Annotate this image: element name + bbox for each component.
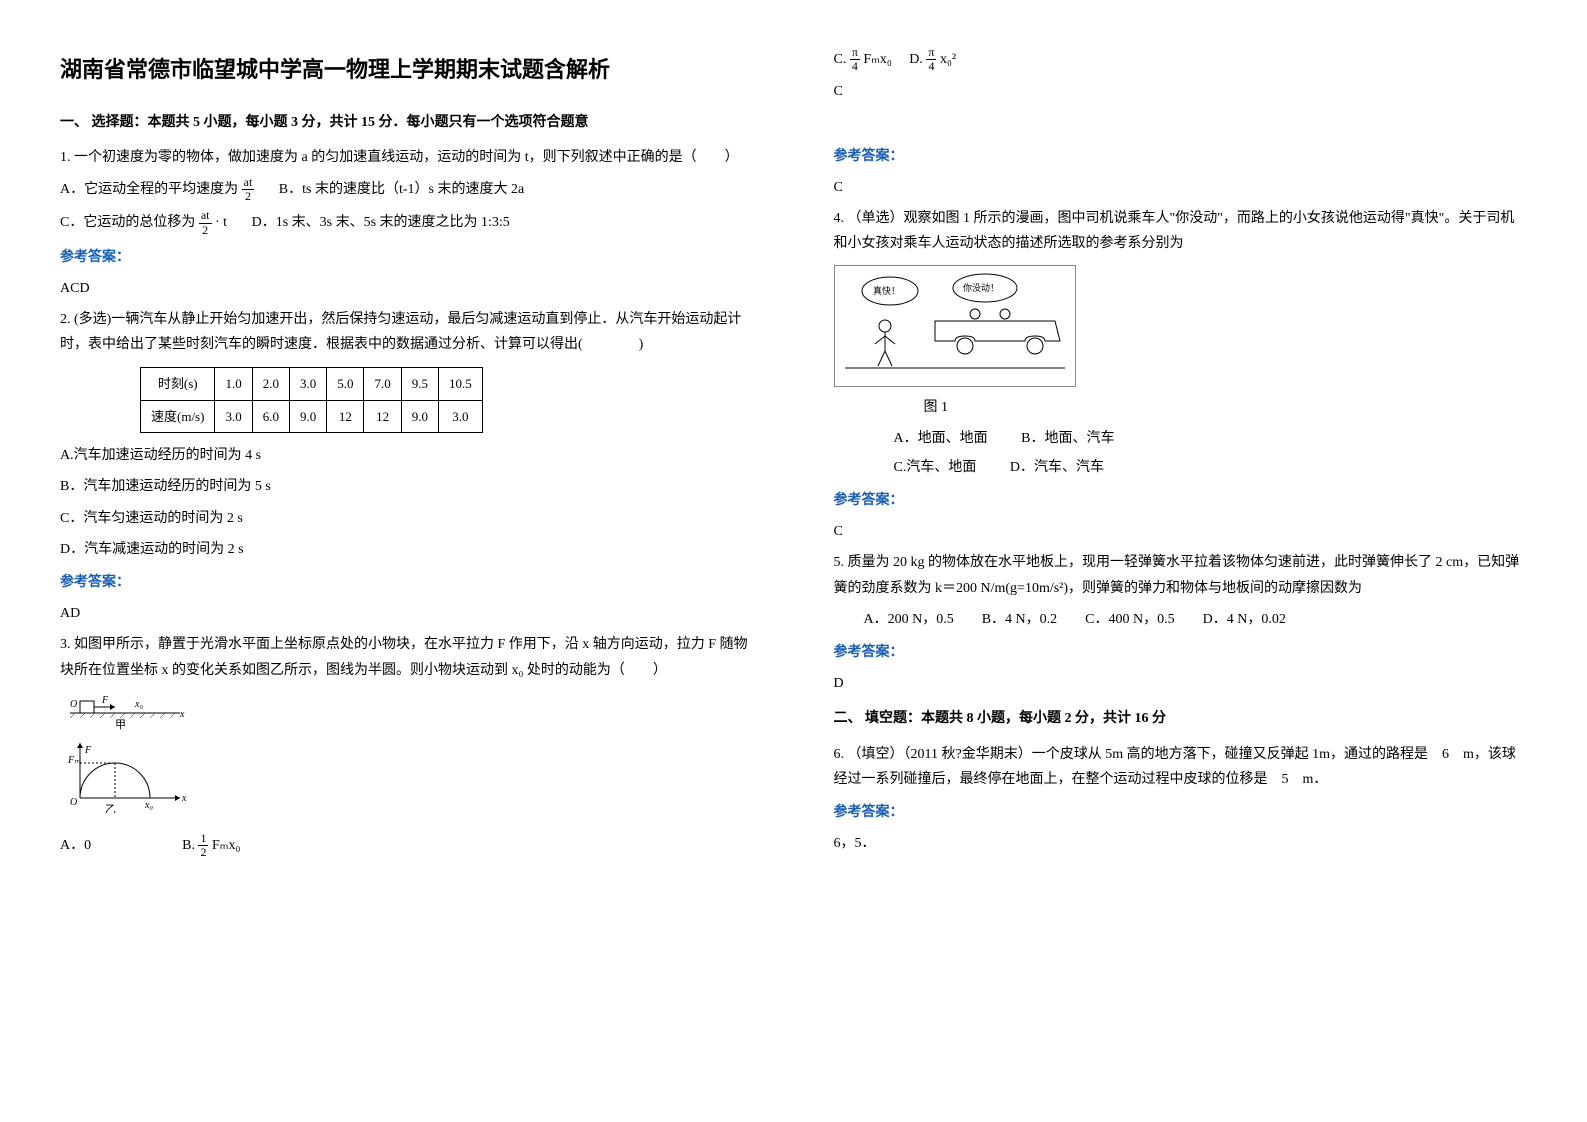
- svg-text:Fₘ: Fₘ: [67, 755, 81, 766]
- q4-optA: A．地面、地面: [894, 426, 988, 451]
- q3-optD-post: x₀²: [940, 52, 956, 67]
- q3-answer2: C: [834, 175, 1528, 200]
- q3-optA: A．0: [60, 838, 91, 853]
- q1-stem: 1. 一个初速度为零的物体，做加速度为 a 的匀加速直线运动，运动的时间为 t，…: [60, 145, 754, 170]
- right-column: C. π 4 Fₘx₀ D. π 4 x₀² C 参考答案： C 4. （单选）…: [834, 40, 1528, 865]
- q1-optA-pre: A．它运动全程的平均速度为: [60, 182, 242, 197]
- section1-header: 一、 选择题：本题共 5 小题，每小题 3 分，共计 15 分．每小题只有一个选…: [60, 110, 754, 135]
- q3-optD-pre: D.: [909, 52, 926, 67]
- q3-answer1: C: [834, 79, 1528, 104]
- q4-stem: 4. （单选）观察如图 1 所示的漫画，图中司机说乘车人"你没动"，而路上的小女…: [834, 206, 1528, 256]
- q3-optC-post: Fₘx₀: [863, 52, 891, 67]
- q5-opts: A．200 N，0.5 B．4 N，0.2 C．400 N，0.5 D．4 N，…: [864, 607, 1528, 632]
- q4-caption: 图 1: [924, 395, 1528, 420]
- q1-optC-frac: at 2: [199, 209, 212, 236]
- q1-optA: A．它运动全程的平均速度为 at 2 B．ts 末的速度比（t-1）s 末的速度…: [60, 176, 754, 203]
- svg-text:F: F: [84, 745, 92, 756]
- q1-optC-post: · t: [215, 215, 227, 230]
- q1-optC: C．它运动的总位移为 at 2 · t D．1s 末、3s 末、5s 末的速度之…: [60, 209, 754, 236]
- q2-optC: C．汽车匀速运动的时间为 2 s: [60, 506, 754, 531]
- q1-optB: B．ts 末的速度比（t-1）s 末的速度大 2a: [279, 182, 524, 197]
- q4-optC: C.汽车、地面: [894, 455, 977, 480]
- q3-svg: O F x₀ x 甲 Fₘ F O x₀ x 乙: [60, 693, 200, 813]
- q2-optD: D．汽车减速运动的时间为 2 s: [60, 537, 754, 562]
- q4-answer: C: [834, 519, 1528, 544]
- q2-answer: AD: [60, 601, 754, 626]
- q4-opts-row2: C.汽车、地面 D．汽车、汽车: [894, 455, 1528, 480]
- q3-optB-frac: 1 2: [198, 832, 208, 859]
- svg-text:你没动！: 你没动！: [963, 282, 999, 293]
- svg-text:x₀: x₀: [134, 699, 143, 710]
- svg-text:F: F: [101, 695, 109, 706]
- table-row: 速度(m/s) 3.0 6.0 9.0 12 12 9.0 3.0: [141, 400, 483, 432]
- svg-text:O: O: [70, 797, 77, 808]
- q5-stem: 5. 质量为 20 kg 的物体放在水平地板上，现用一轻弹簧水平拉着该物体匀速前…: [834, 550, 1528, 600]
- q3-diagram: O F x₀ x 甲 Fₘ F O x₀ x 乙: [60, 693, 754, 822]
- q3-optsCD: C. π 4 Fₘx₀ D. π 4 x₀²: [834, 46, 1528, 73]
- q4-optD: D．汽车、汽车: [1010, 455, 1104, 480]
- q5-answer-label: 参考答案：: [834, 640, 1528, 665]
- q4-cartoon: 真快！ 你没动！: [834, 265, 1076, 387]
- q3-optB-pre: B.: [182, 838, 198, 853]
- section2-header: 二、 填空题：本题共 8 小题，每小题 2 分，共计 16 分: [834, 706, 1528, 731]
- q4-optB: B．地面、汽车: [1021, 426, 1114, 451]
- svg-text:真快！: 真快！: [873, 285, 900, 296]
- q3-optD-frac: π 4: [926, 46, 936, 73]
- q5-answer: D: [834, 671, 1528, 696]
- q6-answer-label: 参考答案：: [834, 800, 1528, 825]
- q3-optsAB: A．0 B. 1 2 Fₘx₀: [60, 832, 754, 859]
- q2-stem: 2. (多选)一辆汽车从静止开始匀加速开出，然后保持匀速运动，最后匀减速运动直到…: [60, 307, 754, 357]
- svg-text:甲: 甲: [115, 719, 126, 731]
- q6-stem: 6. （填空）（2011 秋?金华期末）一个皮球从 5m 高的地方落下，碰撞又反…: [834, 742, 1528, 792]
- q1-optA-frac: at 2: [242, 176, 255, 203]
- q4-opts-row1: A．地面、地面 B．地面、汽车: [894, 426, 1528, 451]
- q3-optC-frac: π 4: [850, 46, 860, 73]
- q2-table: 时刻(s) 1.0 2.0 3.0 5.0 7.0 9.5 10.5 速度(m/…: [140, 367, 483, 433]
- q6-answer: 6，5．: [834, 831, 1528, 856]
- q4-cartoon-svg: 真快！ 你没动！: [835, 266, 1075, 386]
- table-row: 时刻(s) 1.0 2.0 3.0 5.0 7.0 9.5 10.5: [141, 368, 483, 400]
- svg-text:x: x: [179, 709, 185, 720]
- q1-optD: D．1s 末、3s 末、5s 末的速度之比为 1:3:5: [252, 215, 510, 230]
- svg-text:O: O: [70, 699, 77, 710]
- q2-answer-label: 参考答案：: [60, 570, 754, 595]
- q4-answer-label: 参考答案：: [834, 488, 1528, 513]
- q3-optC-pre: C.: [834, 52, 850, 67]
- svg-text:x: x: [181, 793, 187, 804]
- q1-answer-label: 参考答案：: [60, 245, 754, 270]
- q1-answer: ACD: [60, 276, 754, 301]
- q3-stem: 3. 如图甲所示，静置于光滑水平面上坐标原点处的小物块，在水平拉力 F 作用下，…: [60, 632, 754, 682]
- q2-optB: B．汽车加速运动经历的时间为 5 s: [60, 474, 754, 499]
- page-title: 湖南省常德市临望城中学高一物理上学期期末试题含解析: [60, 50, 754, 90]
- q2-optA: A.汽车加速运动经历的时间为 4 s: [60, 443, 754, 468]
- svg-text:x₀: x₀: [144, 800, 153, 811]
- q3-answer-label: 参考答案：: [834, 144, 1528, 169]
- left-column: 湖南省常德市临望城中学高一物理上学期期末试题含解析 一、 选择题：本题共 5 小…: [60, 40, 754, 865]
- q3-optB-post: Fₘx₀: [212, 838, 240, 853]
- svg-text:乙: 乙: [105, 803, 116, 813]
- q1-optC-pre: C．它运动的总位移为: [60, 215, 199, 230]
